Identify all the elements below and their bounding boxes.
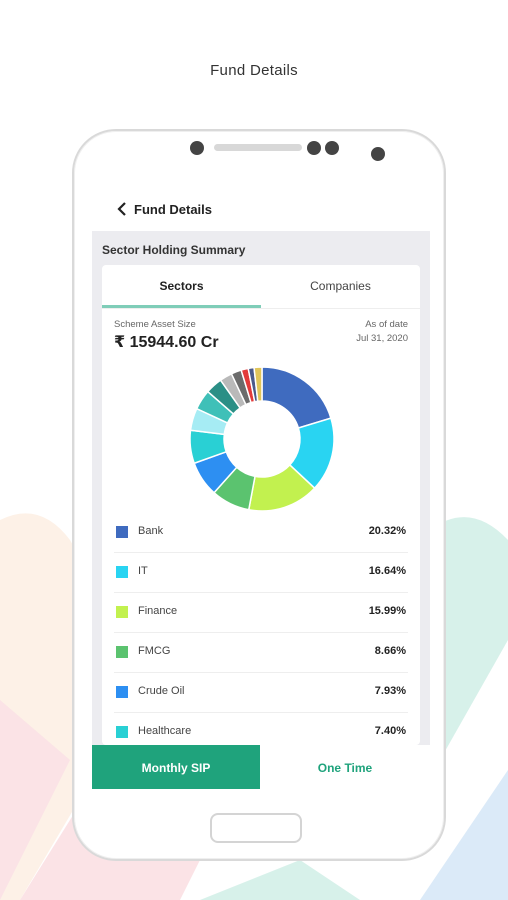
- donut-slice-13: [253, 366, 263, 403]
- camera-dot: [371, 147, 385, 161]
- tab-companies[interactable]: Companies: [310, 279, 371, 293]
- legend-swatch: [116, 646, 128, 658]
- one-time-button[interactable]: One Time: [260, 745, 430, 789]
- sector-percent: 7.93%: [374, 685, 406, 697]
- sector-card: Sectors Companies Scheme Asset Size ₹ 15…: [102, 265, 420, 745]
- page-title: Fund Details: [134, 202, 213, 217]
- as-of-date: Jul 31, 2020: [356, 333, 408, 344]
- monthly-sip-button[interactable]: Monthly SIP: [92, 745, 260, 789]
- sector-label: Bank: [138, 525, 164, 537]
- sector-label: Crude Oil: [138, 685, 185, 697]
- sector-percent: 7.40%: [374, 725, 406, 737]
- list-item[interactable]: Finance 15.99%: [114, 592, 408, 632]
- legend-swatch: [116, 686, 128, 698]
- list-item[interactable]: IT 16.64%: [114, 552, 408, 592]
- donut-slice-0: [261, 366, 332, 429]
- sector-percent: 15.99%: [368, 605, 406, 617]
- sector-label: FMCG: [138, 645, 171, 657]
- sector-list: Bank 20.32% IT 16.64% Finance 15.99% FMC…: [102, 513, 420, 745]
- list-item[interactable]: FMCG 8.66%: [114, 632, 408, 672]
- sector-label: Finance: [138, 605, 178, 617]
- chevron-left-icon[interactable]: [116, 202, 128, 216]
- list-item[interactable]: Crude Oil 7.93%: [114, 672, 408, 712]
- tab-sectors[interactable]: Sectors: [159, 279, 204, 293]
- page-caption: Fund Details: [210, 62, 298, 79]
- sensor-dot: [325, 141, 339, 155]
- as-of-label: As of date: [365, 319, 408, 330]
- sector-label: Healthcare: [138, 725, 192, 737]
- list-item[interactable]: Healthcare 7.40%: [114, 712, 408, 745]
- sector-donut-chart: [189, 366, 335, 512]
- sector-label: IT: [138, 565, 148, 577]
- legend-swatch: [116, 606, 128, 618]
- app-screen: Fund Details Sector Holding Summary Sect…: [92, 187, 430, 789]
- sensor-dot: [190, 141, 204, 155]
- active-tab-indicator: [102, 305, 261, 308]
- asset-size-value: ₹ 15944.60 Cr: [114, 334, 219, 351]
- top-bar: Fund Details: [92, 187, 430, 231]
- sector-percent: 16.64%: [368, 565, 406, 577]
- legend-swatch: [116, 566, 128, 578]
- sector-percent: 20.32%: [368, 525, 406, 537]
- asset-size-label: Scheme Asset Size: [114, 319, 196, 330]
- sensor-dot: [307, 141, 321, 155]
- speaker-grille: [214, 144, 302, 151]
- list-item[interactable]: Bank 20.32%: [114, 513, 408, 552]
- section-title: Sector Holding Summary: [102, 243, 246, 257]
- legend-swatch: [116, 526, 128, 538]
- home-button[interactable]: [210, 813, 302, 843]
- phone-frame: Fund Details Sector Holding Summary Sect…: [72, 129, 446, 861]
- bottom-action-bar: Monthly SIP One Time: [92, 745, 430, 789]
- tab-divider: [102, 308, 420, 309]
- legend-swatch: [116, 726, 128, 738]
- sector-percent: 8.66%: [374, 645, 406, 657]
